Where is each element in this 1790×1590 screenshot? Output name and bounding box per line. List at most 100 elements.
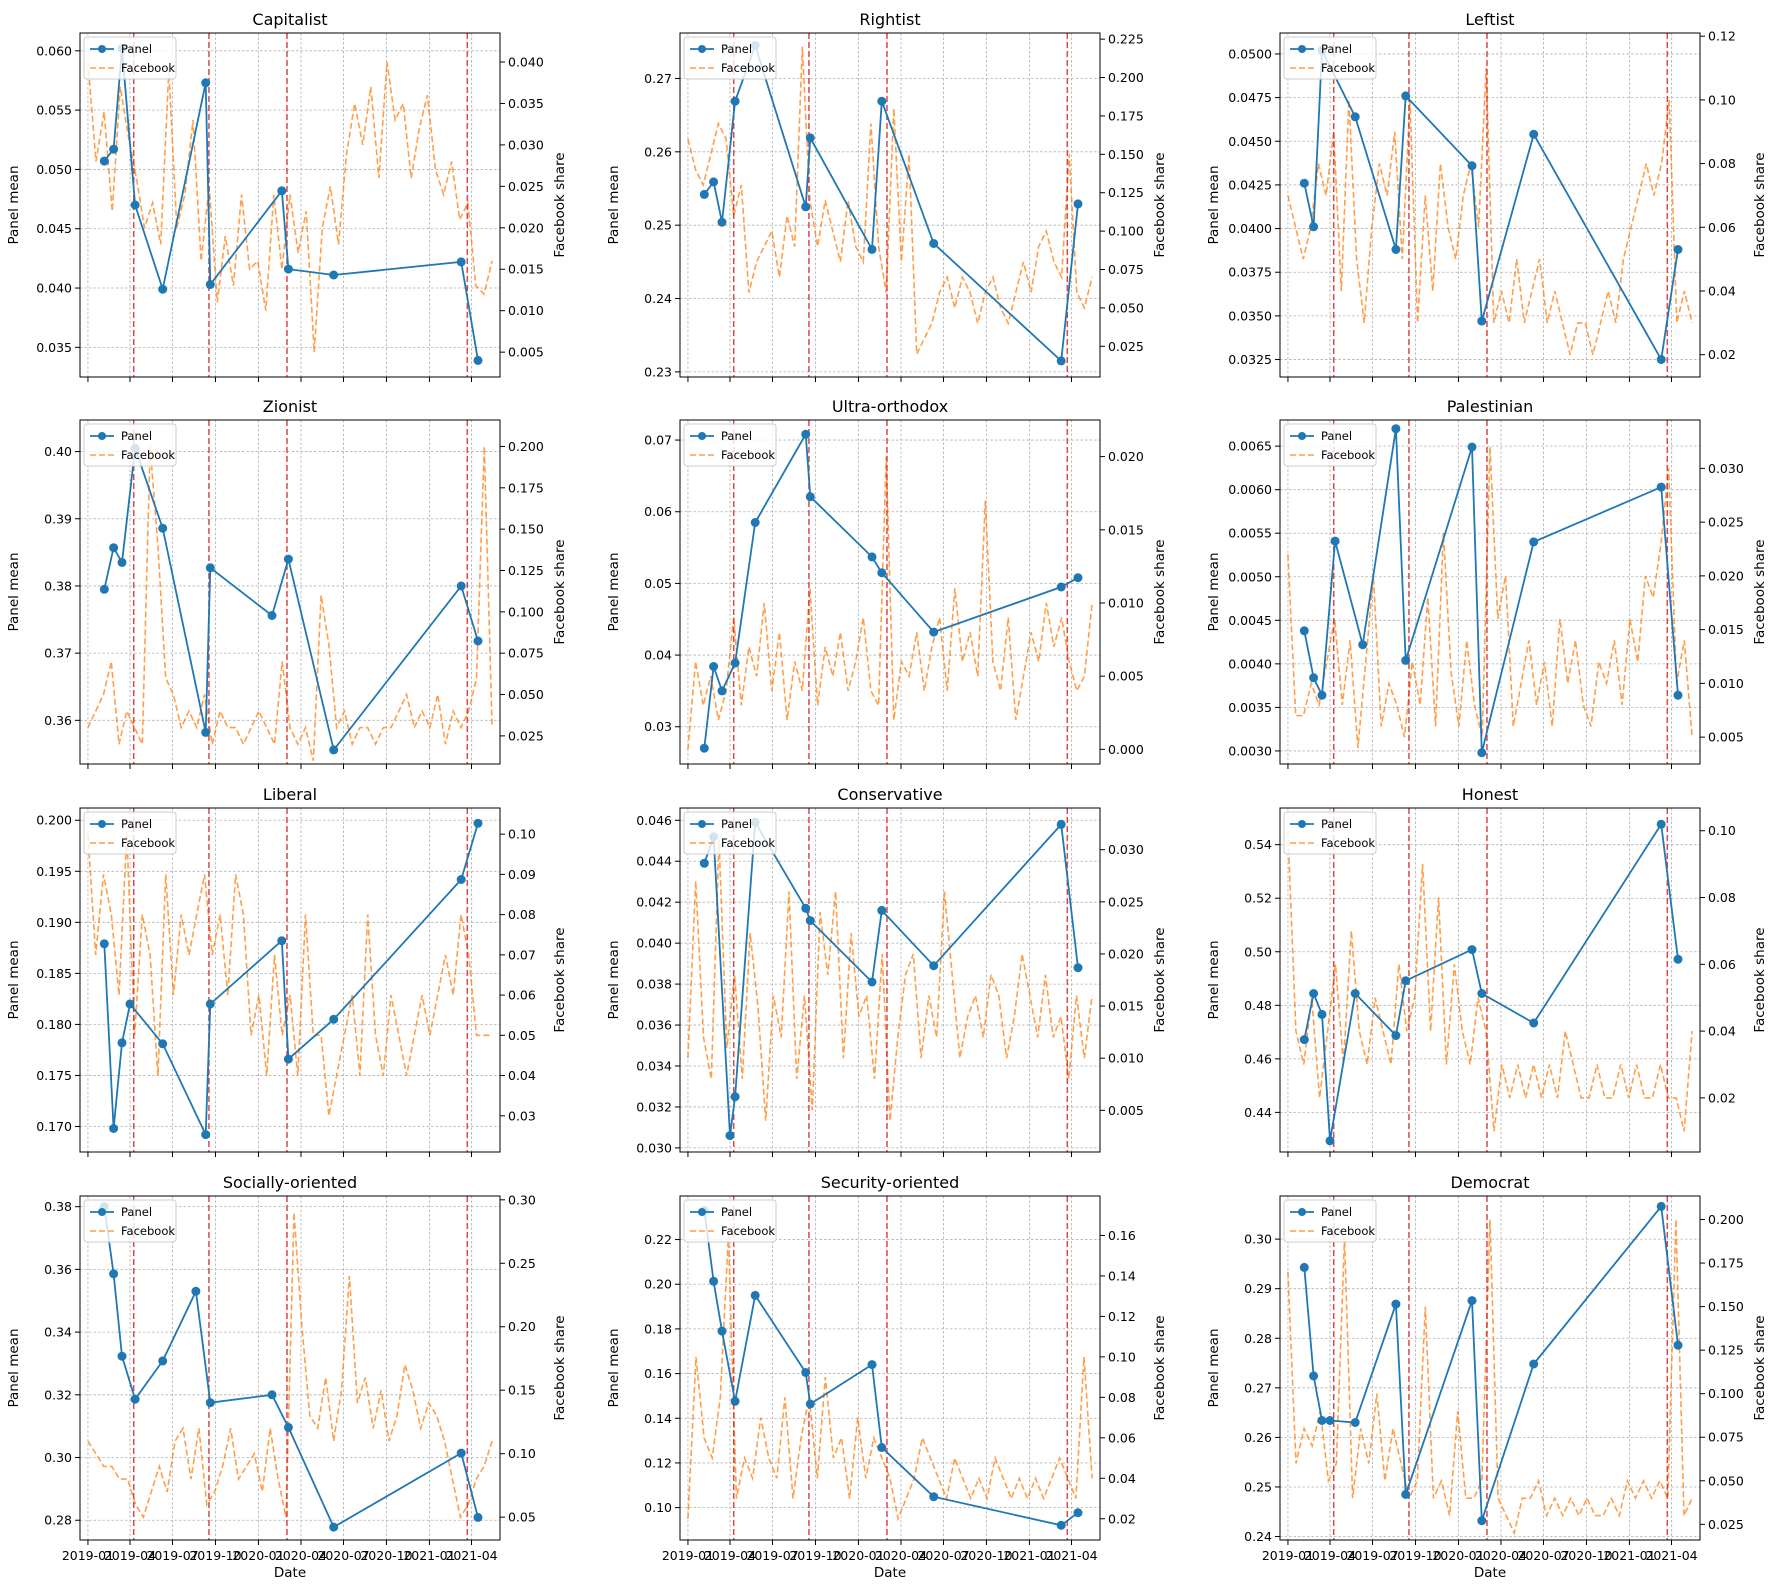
y2-tick-label: 0.15 bbox=[508, 1383, 536, 1398]
x-tick-label: 2021-01 bbox=[1003, 1548, 1055, 1563]
legend-box bbox=[1283, 811, 1377, 855]
y-axis-label: Panel mean bbox=[1206, 166, 1222, 245]
subplot-honest: 0.44 0.46 0.48 0.50 0.52 0.54 0.02 0.04 0.06 0.08… bbox=[1206, 785, 1768, 1157]
subplot-title: Democrat bbox=[1451, 1173, 1530, 1192]
y2-tick-label: 0.06 bbox=[1708, 220, 1736, 235]
y2-tick-label: 0.020 bbox=[1108, 946, 1144, 961]
panel-point bbox=[1056, 1520, 1066, 1530]
panel-point bbox=[1299, 178, 1309, 188]
y2-tick-label: 0.050 bbox=[508, 687, 544, 702]
subplot-title: Liberal bbox=[263, 785, 317, 804]
y-tick-label: 0.0060 bbox=[1228, 482, 1272, 497]
y-tick-label: 0.0050 bbox=[1228, 569, 1272, 584]
legend-box bbox=[683, 423, 777, 467]
panel-point bbox=[1056, 356, 1066, 366]
panel-point bbox=[283, 1422, 293, 1432]
panel-point bbox=[1477, 316, 1487, 326]
y-tick-label: 0.030 bbox=[636, 1140, 672, 1155]
y2-tick-label: 0.08 bbox=[1708, 156, 1736, 171]
y2-tick-label: 0.010 bbox=[1108, 595, 1144, 610]
legend-facebook-label: Facebook bbox=[721, 1224, 775, 1238]
legend: Panel Facebook bbox=[683, 423, 777, 467]
y-tick-label: 0.16 bbox=[644, 1366, 672, 1381]
panel-point bbox=[329, 745, 339, 755]
y-tick-label: 0.040 bbox=[636, 936, 672, 951]
y2-tick-label: 0.05 bbox=[508, 1028, 536, 1043]
legend: Panel Facebook bbox=[83, 811, 177, 855]
y2-tick-label: 0.10 bbox=[1108, 1349, 1136, 1364]
y-tick-label: 0.12 bbox=[644, 1455, 672, 1470]
panel-point bbox=[1467, 442, 1477, 452]
panel-point bbox=[473, 355, 483, 365]
panel-point bbox=[1350, 112, 1360, 122]
panel-point bbox=[1391, 424, 1401, 434]
x-tick-label: 2019-07 bbox=[746, 1548, 798, 1563]
legend-box bbox=[1283, 1199, 1377, 1243]
panel-point bbox=[329, 270, 339, 280]
axes-frame bbox=[79, 419, 501, 765]
legend-panel-marker bbox=[98, 432, 106, 440]
legend-box bbox=[83, 1199, 177, 1243]
legend: Panel Facebook bbox=[83, 423, 177, 467]
panel-point bbox=[201, 78, 211, 88]
y-tick-label: 0.26 bbox=[644, 144, 672, 159]
y-axis-label: Panel mean bbox=[606, 553, 622, 632]
legend: Panel Facebook bbox=[83, 1199, 177, 1243]
y2-axis-label: Facebook share bbox=[1752, 1315, 1768, 1420]
panel-point bbox=[1529, 537, 1539, 547]
y2-tick-label: 0.030 bbox=[1708, 461, 1744, 476]
y2-tick-label: 0.050 bbox=[1108, 300, 1144, 315]
y2-tick-label: 0.175 bbox=[1108, 108, 1144, 123]
panel-point bbox=[717, 1326, 727, 1336]
y-tick-label: 0.0035 bbox=[1228, 700, 1272, 715]
y2-tick-label: 0.100 bbox=[508, 604, 544, 619]
y-tick-label: 0.0040 bbox=[1228, 656, 1272, 671]
panel-point bbox=[473, 818, 483, 828]
facebook-series-line bbox=[1287, 830, 1693, 1132]
x-tick-label: 2020-04 bbox=[875, 1548, 927, 1563]
facebook-series-line bbox=[687, 456, 1093, 750]
legend-panel-marker bbox=[1298, 820, 1306, 828]
plot-area bbox=[680, 1196, 1100, 1540]
x-tick-label: 2020-04 bbox=[275, 1548, 327, 1563]
y-tick-label: 0.27 bbox=[1244, 1380, 1272, 1395]
panel-point bbox=[283, 264, 293, 274]
legend-facebook-label: Facebook bbox=[721, 61, 775, 75]
panel-point bbox=[158, 284, 168, 294]
subplot-capitalist: 0.035 0.040 0.045 0.050 0.055 0.060 0.005 0.010… bbox=[6, 10, 568, 382]
y-axis-label: Panel mean bbox=[6, 166, 22, 245]
y-tick-label: 0.0500 bbox=[1228, 46, 1272, 61]
panel-point bbox=[805, 1399, 815, 1409]
x-tick-label: 2021-01 bbox=[403, 1548, 455, 1563]
y-tick-label: 0.29 bbox=[1244, 1281, 1272, 1296]
y-tick-label: 0.52 bbox=[1244, 891, 1272, 906]
y-tick-label: 0.042 bbox=[636, 895, 672, 910]
legend: Panel Facebook bbox=[1283, 811, 1377, 855]
y-tick-label: 0.28 bbox=[44, 1513, 72, 1528]
y2-axis-label: Facebook share bbox=[1152, 539, 1168, 644]
panel-point bbox=[1656, 819, 1666, 829]
panel-point bbox=[456, 875, 466, 884]
y2-tick-label: 0.175 bbox=[508, 480, 544, 495]
panel-point bbox=[717, 217, 727, 227]
subplot-rightist: 0.23 0.24 0.25 0.26 0.27 0.025 0.050 0.075 0.100… bbox=[606, 10, 1168, 382]
y2-tick-label: 0.30 bbox=[508, 1192, 536, 1207]
panel-point bbox=[730, 96, 740, 106]
y-tick-label: 0.050 bbox=[36, 162, 72, 177]
x-tick-label: 2019-10 bbox=[1389, 1548, 1441, 1563]
y-tick-label: 0.36 bbox=[44, 1262, 72, 1277]
y-tick-label: 0.040 bbox=[36, 281, 72, 296]
panel-point bbox=[1401, 1489, 1411, 1499]
y2-tick-label: 0.04 bbox=[1708, 284, 1736, 299]
y-tick-label: 0.0425 bbox=[1228, 177, 1272, 192]
panel-point bbox=[1529, 129, 1539, 139]
panel-point bbox=[456, 257, 466, 267]
y2-tick-label: 0.025 bbox=[1708, 515, 1744, 530]
legend-panel-label: Panel bbox=[1321, 429, 1352, 443]
y-axis-label: Panel mean bbox=[6, 1329, 22, 1408]
y-tick-label: 0.046 bbox=[636, 813, 672, 828]
plot-area bbox=[1280, 1196, 1700, 1540]
facebook-series-line bbox=[1287, 1219, 1693, 1536]
y2-tick-label: 0.150 bbox=[508, 522, 544, 537]
panel-point bbox=[1358, 640, 1368, 650]
